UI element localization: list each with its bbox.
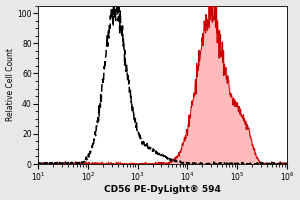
Y-axis label: Relative Cell Count: Relative Cell Count — [6, 48, 15, 121]
X-axis label: CD56 PE-DyLight® 594: CD56 PE-DyLight® 594 — [104, 185, 221, 194]
